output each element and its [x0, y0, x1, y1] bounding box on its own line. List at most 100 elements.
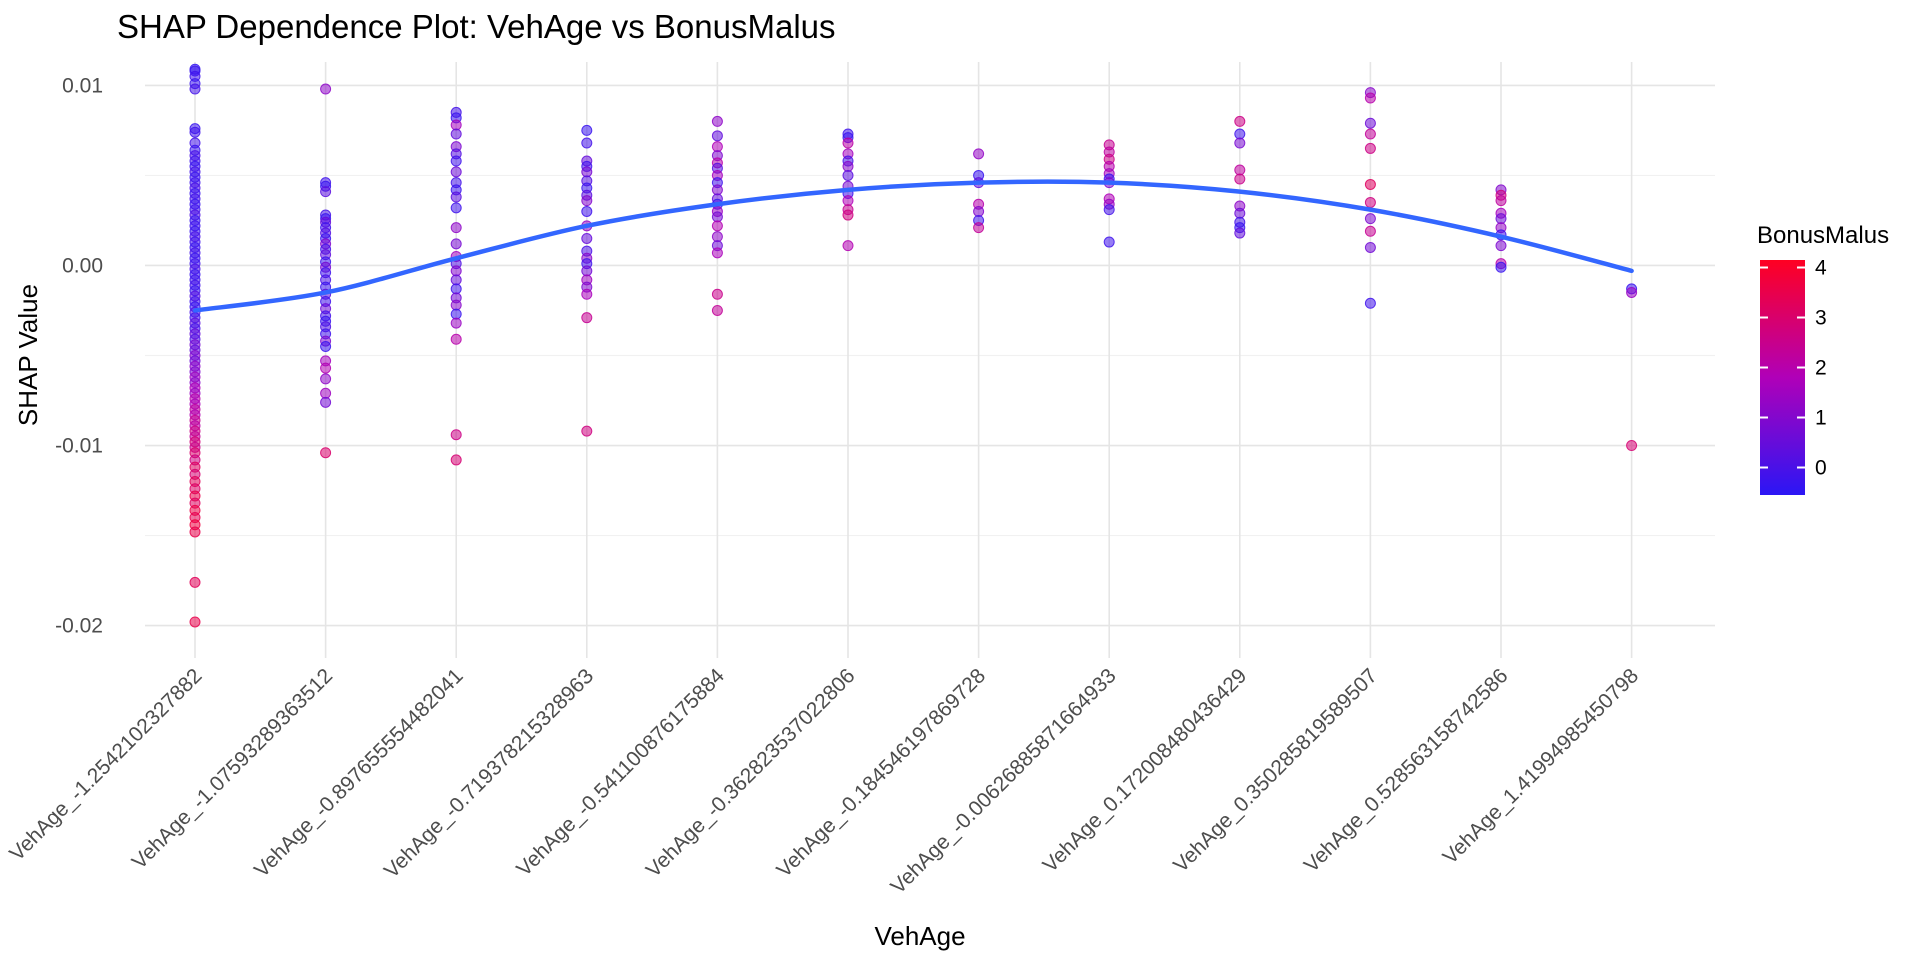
data-point: [1364, 241, 1376, 253]
grid-lines: [145, 62, 1715, 658]
data-point: [189, 126, 201, 138]
x-tick-label: VehAge_0.172008480436429: [1039, 664, 1252, 877]
data-point: [1495, 240, 1507, 252]
chart-title: SHAP Dependence Plot: VehAge vs BonusMal…: [117, 8, 836, 45]
data-point: [711, 184, 723, 196]
data-point: [1626, 440, 1638, 452]
legend-tick-label: 3: [1815, 307, 1827, 330]
data-point: [842, 240, 854, 252]
data-point: [1495, 261, 1507, 273]
data-point: [973, 205, 985, 217]
data-point: [1364, 225, 1376, 237]
x-tick-label: VehAge_-0.541100876175884: [512, 664, 729, 881]
data-point: [1234, 115, 1246, 127]
data-point: [711, 130, 723, 142]
data-point: [450, 454, 462, 466]
data-point: [973, 222, 985, 234]
trend-line: [192, 179, 1634, 313]
data-point: [450, 308, 462, 320]
data-point: [1234, 137, 1246, 149]
data-point: [1364, 142, 1376, 154]
data-point: [842, 169, 854, 181]
y-axis-label: SHAP Value: [13, 284, 43, 426]
x-tick-label: VehAge_-0.71937821532896З: [380, 664, 598, 882]
data-point: [711, 247, 723, 259]
y-tick-label: -0.02: [55, 615, 103, 638]
data-point: [711, 115, 723, 127]
legend-tick-label: 2: [1815, 357, 1827, 380]
color-legend: BonusMalus 4 3 2 1 0: [1757, 222, 1889, 495]
legend-tick-label: 0: [1815, 457, 1827, 480]
x-tick-label: VehAge_0.528563158742586: [1300, 664, 1513, 877]
data-point: [581, 312, 593, 324]
data-point: [450, 317, 462, 329]
data-point: [711, 211, 723, 223]
data-point: [320, 83, 332, 95]
data-point: [842, 195, 854, 207]
data-point: [1364, 117, 1376, 129]
data-point: [450, 299, 462, 311]
x-axis-ticks: VehAge_-1.2542102327882VehAge_-1.0759328…: [5, 664, 1643, 898]
data-point: [581, 425, 593, 437]
legend-color-bar: [1760, 260, 1805, 495]
data-point: [1364, 178, 1376, 190]
data-point: [450, 283, 462, 295]
data-point: [1364, 297, 1376, 309]
data-point: [1234, 173, 1246, 185]
data-point: [581, 205, 593, 217]
data-point: [189, 576, 201, 588]
data-point: [842, 137, 854, 149]
data-point: [450, 429, 462, 441]
data-point: [973, 148, 985, 160]
data-point: [450, 166, 462, 178]
data-point: [189, 83, 201, 95]
y-axis-ticks: 0.01 0.00 -0.01 -0.02: [55, 74, 103, 637]
data-point: [320, 186, 332, 198]
data-point: [450, 238, 462, 250]
data-point: [581, 265, 593, 277]
data-point: [450, 202, 462, 214]
data-point: [189, 526, 201, 538]
data-point: [711, 288, 723, 300]
x-tick-label: VehAge_-0.184546197869728: [772, 664, 990, 882]
data-points: [189, 63, 1638, 628]
data-point: [1103, 236, 1115, 248]
data-point: [581, 137, 593, 149]
data-point: [842, 160, 854, 172]
y-tick-label: -0.01: [55, 435, 103, 458]
data-point: [1364, 213, 1376, 225]
y-tick-label: 0.00: [62, 254, 103, 277]
data-point: [450, 191, 462, 203]
data-point: [711, 231, 723, 243]
data-point: [450, 128, 462, 140]
data-point: [450, 222, 462, 234]
data-point: [320, 362, 332, 374]
smooth-trend-line: [192, 179, 1634, 313]
data-point: [189, 616, 201, 628]
data-point: [1234, 128, 1246, 140]
legend-tick-label: 4: [1815, 257, 1827, 280]
data-point: [450, 265, 462, 277]
data-point: [450, 119, 462, 131]
x-tick-label: VehAge_0.350285819589507: [1169, 664, 1382, 877]
x-tick-label: VehAge_-0.362823537022806: [642, 664, 860, 882]
data-point: [1103, 204, 1115, 216]
data-point: [450, 274, 462, 286]
data-point: [581, 288, 593, 300]
data-point: [711, 220, 723, 232]
y-tick-label: 0.01: [62, 74, 103, 97]
data-point: [1626, 286, 1638, 298]
data-point: [450, 333, 462, 345]
data-point: [581, 232, 593, 244]
data-point: [1234, 227, 1246, 239]
data-point: [320, 447, 332, 459]
data-point: [581, 166, 593, 178]
data-point: [450, 155, 462, 167]
legend-ticks: 4 3 2 1 0: [1760, 257, 1827, 480]
x-axis-label: VehAge: [874, 921, 965, 951]
data-point: [842, 209, 854, 221]
data-point: [1495, 213, 1507, 225]
data-point: [320, 396, 332, 408]
legend-tick-label: 1: [1815, 407, 1827, 430]
